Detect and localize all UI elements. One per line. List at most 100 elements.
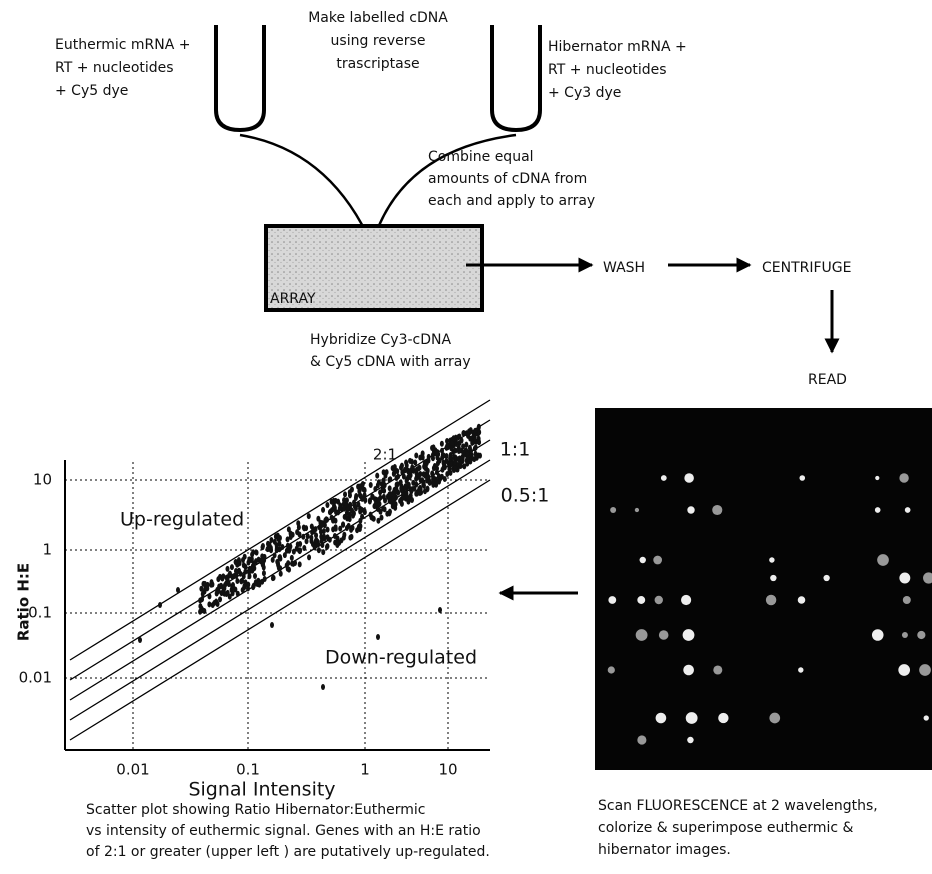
point xyxy=(238,570,243,577)
spot xyxy=(653,555,663,565)
x-label: Signal Intensity xyxy=(188,779,335,801)
spot xyxy=(923,572,932,584)
text-line: using reverse xyxy=(331,33,426,49)
point xyxy=(215,600,220,607)
point xyxy=(333,497,338,504)
point xyxy=(350,507,355,514)
arrow xyxy=(239,133,374,247)
point xyxy=(270,575,275,582)
y-tick-label: 10 xyxy=(33,471,52,489)
point xyxy=(243,579,248,586)
point xyxy=(209,581,214,588)
point xyxy=(414,481,419,488)
point xyxy=(370,494,375,501)
point xyxy=(342,497,347,504)
point xyxy=(421,482,426,489)
point xyxy=(381,477,386,484)
point xyxy=(345,515,350,522)
point xyxy=(225,565,230,572)
spot xyxy=(681,594,692,606)
point xyxy=(241,562,246,569)
point xyxy=(322,535,327,542)
text-line: + Cy3 dye xyxy=(548,85,621,101)
point xyxy=(420,477,425,484)
point xyxy=(341,534,346,541)
point xyxy=(254,558,259,565)
point xyxy=(337,505,342,512)
spot xyxy=(655,712,667,724)
point xyxy=(399,486,404,493)
point xyxy=(231,584,236,591)
point xyxy=(356,501,361,508)
point xyxy=(430,445,435,452)
spot xyxy=(637,596,646,604)
point xyxy=(272,552,277,559)
point xyxy=(461,443,466,450)
point xyxy=(426,473,431,480)
point xyxy=(261,570,266,577)
spot xyxy=(687,736,694,744)
centrifuge-label: CENTRIFUGE xyxy=(762,260,852,276)
text-line: hibernator images. xyxy=(598,842,731,858)
ratio-label: 0.5:1 xyxy=(501,485,550,507)
point xyxy=(207,593,212,600)
point xyxy=(467,428,472,435)
point xyxy=(321,549,326,556)
point xyxy=(469,447,474,454)
point xyxy=(346,522,351,529)
point xyxy=(392,490,397,497)
point xyxy=(457,440,462,447)
y-tick-label: 0.01 xyxy=(19,669,52,687)
point xyxy=(214,590,219,597)
point xyxy=(198,597,203,604)
point xyxy=(376,517,381,524)
point xyxy=(262,575,267,582)
point xyxy=(338,525,343,532)
point xyxy=(357,484,362,491)
point xyxy=(458,461,463,468)
point xyxy=(456,433,461,440)
point xyxy=(426,457,431,464)
point xyxy=(418,454,423,461)
spot xyxy=(765,594,777,606)
point xyxy=(328,508,333,515)
point xyxy=(233,559,238,566)
point xyxy=(404,459,409,466)
x-tick-label: 1 xyxy=(360,761,370,779)
point xyxy=(349,526,354,533)
point xyxy=(235,590,240,597)
text-line: colorize & superimpose euthermic & xyxy=(598,820,854,836)
point xyxy=(293,559,298,566)
spot xyxy=(770,574,777,582)
point xyxy=(451,435,456,442)
point xyxy=(335,535,340,542)
point xyxy=(316,547,321,554)
point xyxy=(296,520,301,527)
point xyxy=(298,547,303,554)
point xyxy=(269,536,274,543)
spot xyxy=(683,664,694,676)
point xyxy=(440,447,445,454)
point xyxy=(222,590,227,597)
point xyxy=(297,531,302,538)
point xyxy=(418,486,423,493)
tube xyxy=(214,25,266,133)
point xyxy=(388,491,393,498)
point xyxy=(445,443,450,450)
point xyxy=(243,568,248,575)
point xyxy=(378,489,383,496)
point xyxy=(286,560,291,567)
spot xyxy=(637,735,647,745)
wash-label: WASH xyxy=(603,260,645,276)
spot xyxy=(635,629,648,641)
point xyxy=(407,474,412,480)
point xyxy=(387,508,392,515)
spot xyxy=(919,664,931,676)
point xyxy=(353,495,358,502)
point xyxy=(331,517,336,524)
point xyxy=(230,573,235,580)
point xyxy=(317,524,322,531)
point xyxy=(347,511,352,518)
point xyxy=(477,439,482,446)
point xyxy=(450,440,455,447)
